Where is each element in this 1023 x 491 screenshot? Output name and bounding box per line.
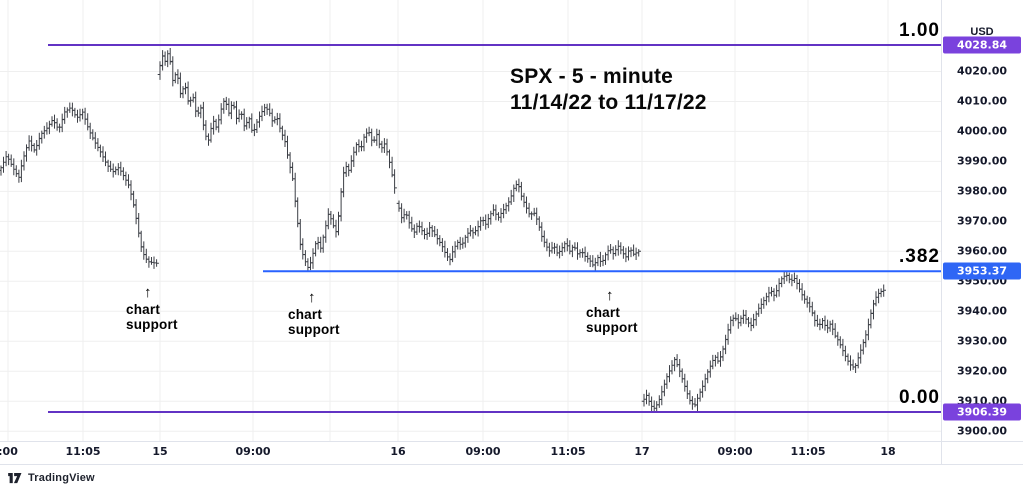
currency-label: USD (970, 26, 994, 38)
tradingview-mark-icon (8, 472, 22, 483)
time-tick-label: 11:05 (65, 445, 101, 458)
gridlines (0, 0, 941, 441)
price-tick-label: 3920.00 (956, 364, 1008, 378)
time-tick-label: 15 (152, 445, 168, 458)
price-tick-label: 4010.00 (956, 94, 1008, 108)
price-tick-label: 3990.00 (956, 154, 1008, 168)
price-level-badge: 3906.39 (943, 403, 1021, 421)
fib-ratio-label[interactable]: 0.00 (899, 387, 940, 408)
up-arrow-icon: ↑ (144, 284, 152, 301)
axis-vertical-border (941, 0, 942, 464)
time-tick-label: 11:05 (790, 445, 826, 458)
price-axis[interactable]: 4020.00 4010.00 4000.00 3990.00 3980.00 3970.… (941, 0, 1023, 464)
price-tick-label: 3980.00 (956, 184, 1008, 198)
time-axis[interactable]: :00 11:05 15 09:00 16 09:00 11:05 17 09:00 11:05 1… (0, 445, 941, 464)
annotation-text-line1: chart (586, 305, 621, 320)
ohlc-bars[interactable] (0, 48, 886, 412)
price-level-badge: 3953.37 (943, 262, 1021, 280)
support-annotation[interactable]: ↑ chart support (126, 284, 178, 332)
fib-ratio-label[interactable]: .382 (899, 246, 940, 268)
fib-ratio-label[interactable]: 1.00 (899, 20, 940, 41)
up-arrow-icon: ↑ (308, 289, 316, 306)
price-tick-label: 3970.00 (956, 214, 1008, 228)
chart-title-line1: SPX - 5 - minute (510, 65, 674, 88)
annotation-text-line2: support (288, 322, 340, 337)
chart-bottom-border (0, 441, 1023, 442)
time-tick-label: 18 (880, 445, 896, 458)
time-tick-label: 09:00 (465, 445, 501, 458)
price-chart-pane[interactable] (0, 0, 1023, 465)
time-tick-label: 09:00 (235, 445, 271, 458)
chart-title-line2: 11/14/22 to 11/17/22 (510, 91, 707, 114)
up-arrow-icon: ↑ (606, 287, 614, 304)
timeaxis-bottom-border (0, 464, 1023, 465)
time-tick-label: 16 (390, 445, 406, 458)
time-tick-label: 09:00 (717, 445, 753, 458)
time-tick-label: 11:05 (550, 445, 586, 458)
support-annotation[interactable]: ↑ chart support (288, 289, 340, 337)
chart-title: SPX - 5 - minute 11/14/22 to 11/17/22 (510, 64, 707, 116)
annotation-text-line2: support (126, 317, 178, 332)
price-level-badge: 4028.84 (943, 36, 1021, 54)
tradingview-logo-text: TradingView (28, 472, 95, 484)
annotation-text-line2: support (586, 320, 638, 335)
time-tick-label: :00 (0, 445, 18, 458)
tradingview-logo[interactable]: TradingView (8, 472, 95, 484)
annotation-text-line1: chart (288, 307, 323, 322)
price-tick-label: 3960.00 (956, 244, 1008, 258)
price-tick-label: 3940.00 (956, 304, 1008, 318)
price-tick-label: 3900.00 (956, 424, 1008, 438)
price-tick-label: 3930.00 (956, 334, 1008, 348)
price-tick-label: 4000.00 (956, 124, 1008, 138)
support-annotation[interactable]: ↑ chart support (586, 287, 638, 335)
annotation-text-line1: chart (126, 302, 161, 317)
price-tick-label: 4020.00 (956, 64, 1008, 78)
time-tick-label: 17 (634, 445, 650, 458)
